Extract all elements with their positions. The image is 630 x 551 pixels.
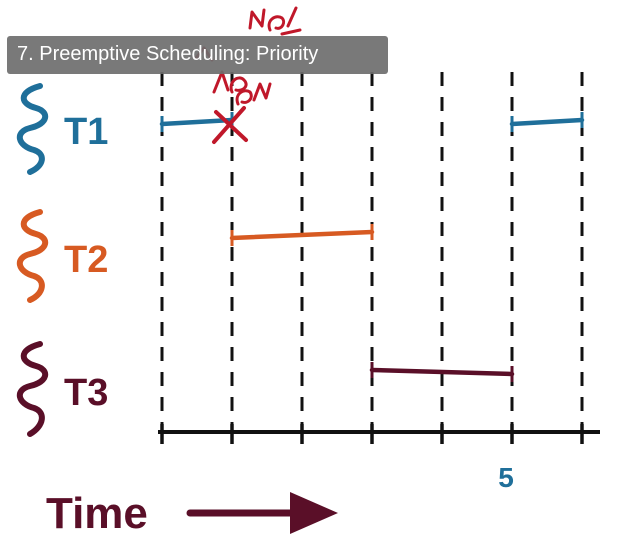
time-arrow-head-icon — [290, 492, 338, 534]
thread-label-t3: T3 — [64, 372, 108, 414]
time-direction: Time — [46, 489, 338, 538]
thread-label-t1: T1 — [64, 111, 108, 153]
thread-t2-legend: T2 — [17, 209, 108, 303]
time-axis-ticks — [160, 424, 584, 444]
thread-execution-segments — [159, 112, 585, 382]
preempt-x-icon — [212, 106, 248, 144]
t3-squiggle-icon — [17, 341, 48, 437]
t1-squiggle-icon — [17, 83, 48, 175]
thread-label-t2: T2 — [64, 239, 108, 281]
preemption-annotation — [194, 6, 302, 144]
segment-t3-2 — [369, 367, 515, 377]
t2-squiggle-icon — [17, 209, 48, 303]
segment-t1-3 — [509, 117, 585, 127]
time-label: Time — [46, 489, 148, 538]
thread-t1-legend: T1 — [17, 83, 108, 175]
thread-t3-legend: T3 — [17, 341, 108, 437]
timeline-gridlines — [160, 72, 584, 426]
segment-t2-1 — [229, 229, 375, 241]
video-title-banner: 7. Preemptive Scheduling: Priority — [7, 36, 388, 74]
time-axis: 5 — [158, 424, 600, 493]
tick-label-5: 5 — [498, 462, 514, 493]
segment-t1-0 — [159, 117, 235, 127]
